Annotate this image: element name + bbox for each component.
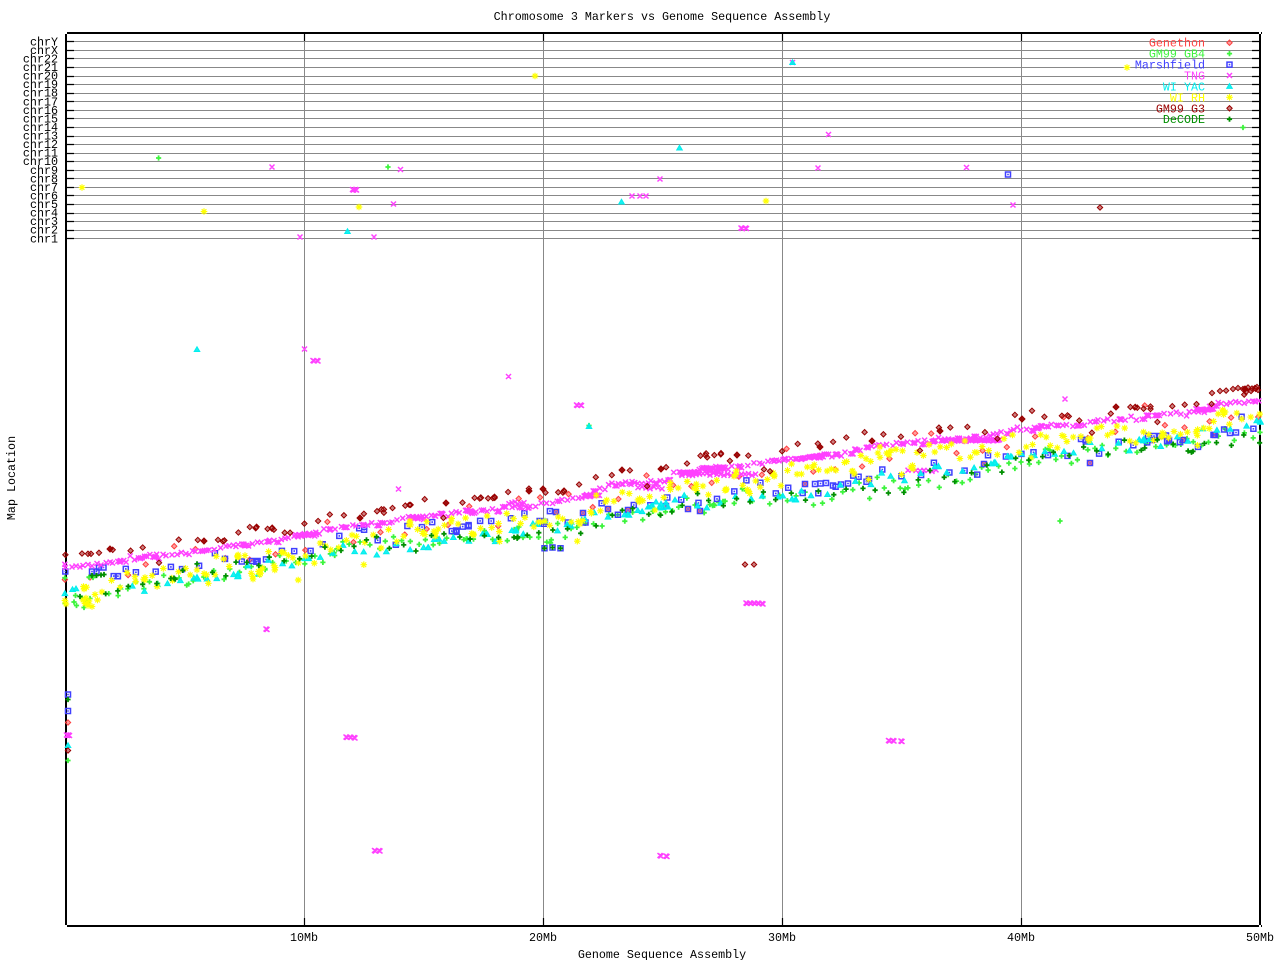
svg-text:chr17: chr17 bbox=[23, 95, 58, 109]
svg-text:chr18: chr18 bbox=[23, 87, 58, 101]
svg-text:10Mb: 10Mb bbox=[290, 931, 318, 945]
svg-text:GM99 GB4: GM99 GB4 bbox=[1149, 48, 1205, 62]
svg-text:chrY: chrY bbox=[30, 35, 58, 49]
svg-text:chr14: chr14 bbox=[23, 121, 58, 135]
svg-text:chr6: chr6 bbox=[30, 189, 58, 203]
svg-text:chr4: chr4 bbox=[30, 207, 58, 221]
svg-text:chr10: chr10 bbox=[23, 155, 58, 169]
svg-text:WI YAC: WI YAC bbox=[1163, 80, 1205, 94]
svg-text:chr5: chr5 bbox=[30, 198, 58, 212]
svg-text:chr7: chr7 bbox=[30, 181, 58, 195]
svg-text:chr21: chr21 bbox=[23, 61, 58, 75]
svg-text:TNG: TNG bbox=[1184, 70, 1205, 84]
svg-text:Marshfield: Marshfield bbox=[1135, 59, 1205, 73]
svg-text:chr1: chr1 bbox=[30, 232, 58, 246]
svg-text:chrX: chrX bbox=[30, 44, 58, 58]
svg-text:Chromosome 3 Markers vs Genome: Chromosome 3 Markers vs Genome Sequence … bbox=[494, 10, 831, 24]
svg-text:chr11: chr11 bbox=[23, 147, 58, 161]
svg-text:WI RH: WI RH bbox=[1170, 91, 1205, 105]
svg-text:chr9: chr9 bbox=[30, 164, 58, 178]
svg-text:30Mb: 30Mb bbox=[768, 931, 796, 945]
svg-text:Genome Sequence Assembly: Genome Sequence Assembly bbox=[578, 948, 746, 960]
svg-text:DeCODE: DeCODE bbox=[1163, 113, 1205, 127]
svg-text:Genethon: Genethon bbox=[1149, 37, 1205, 51]
svg-text:chr16: chr16 bbox=[23, 104, 58, 118]
svg-text:50Mb: 50Mb bbox=[1246, 931, 1274, 945]
svg-text:20Mb: 20Mb bbox=[529, 931, 557, 945]
svg-text:chr22: chr22 bbox=[23, 52, 58, 66]
svg-text:chr8: chr8 bbox=[30, 172, 58, 186]
svg-text:chr2: chr2 bbox=[30, 224, 58, 238]
svg-text:chr3: chr3 bbox=[30, 215, 58, 229]
svg-text:chr12: chr12 bbox=[23, 138, 58, 152]
svg-text:chr15: chr15 bbox=[23, 112, 58, 126]
svg-text:Map Location: Map Location bbox=[5, 436, 19, 520]
svg-text:chr13: chr13 bbox=[23, 130, 58, 144]
svg-text:40Mb: 40Mb bbox=[1007, 931, 1035, 945]
svg-text:chr19: chr19 bbox=[23, 78, 58, 92]
svg-text:chr20: chr20 bbox=[23, 70, 58, 84]
svg-text:GM99 G3: GM99 G3 bbox=[1156, 102, 1205, 116]
